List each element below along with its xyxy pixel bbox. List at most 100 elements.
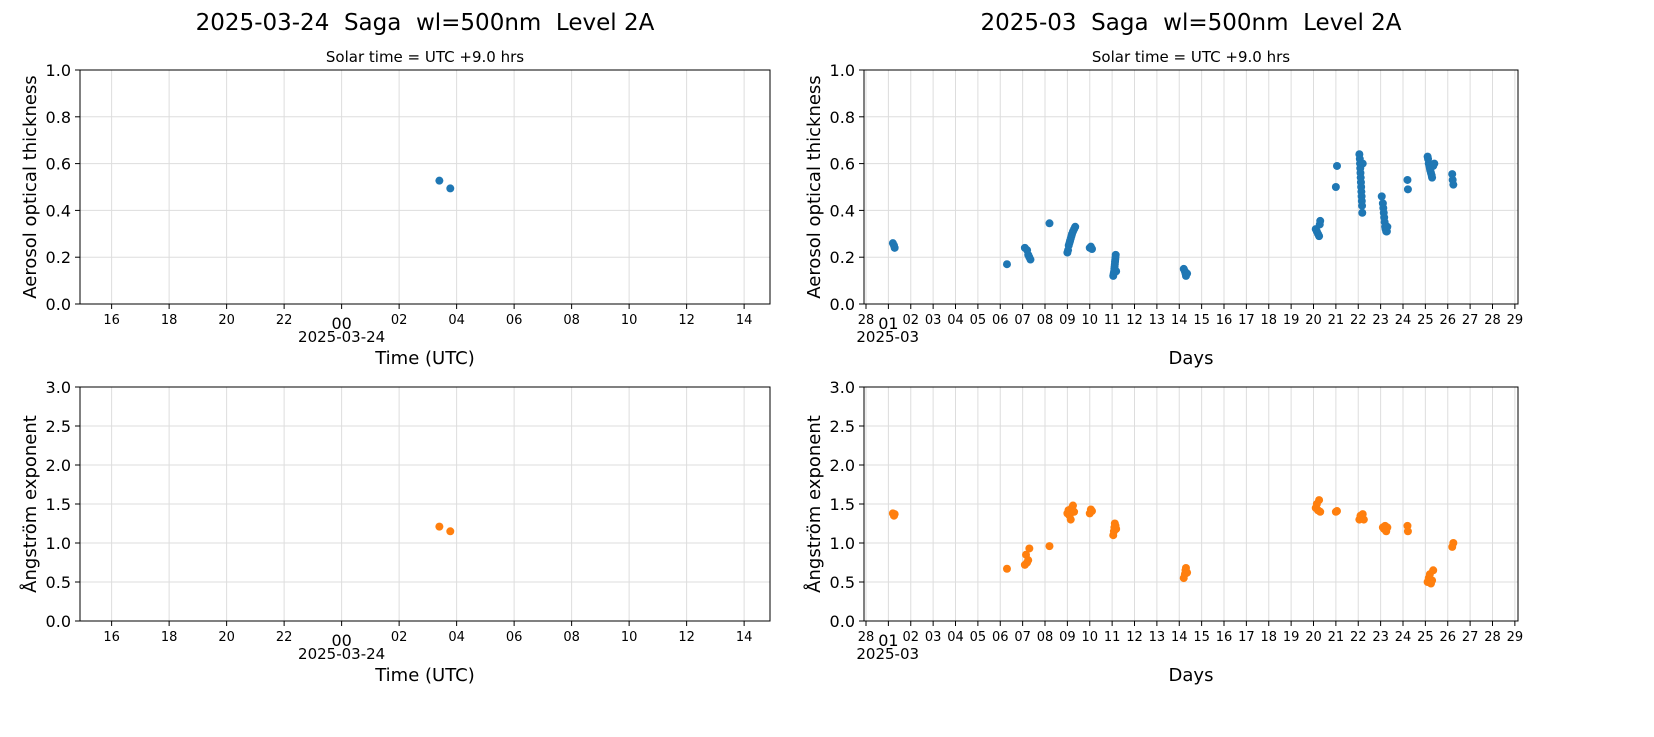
x-tick-label-0-3: 22 xyxy=(276,313,293,328)
x-tick-label-3-23: 23 xyxy=(1372,630,1389,645)
x-tick-label-3-3: 03 xyxy=(925,630,942,645)
data-point-1-2 xyxy=(890,243,899,252)
data-point-1-20 xyxy=(1071,222,1080,231)
plot-frame-0 xyxy=(79,69,771,305)
y-axis-label-1: Aerosol optical thickness xyxy=(804,75,825,298)
y-tick-label-3-5: 2.5 xyxy=(830,417,855,436)
data-point-3-16 xyxy=(1070,507,1079,516)
data-point-3-19 xyxy=(1087,507,1096,516)
x-tick-label-1-7: 07 xyxy=(1014,313,1031,328)
y-tick-label-2-2: 1.0 xyxy=(46,534,71,553)
x-tick-label-2-6: 04 xyxy=(448,630,465,645)
x-tick-label-1-26: 26 xyxy=(1439,313,1456,328)
x-tick-label-1-10: 10 xyxy=(1081,313,1098,328)
y-tick-label-3-0: 0.0 xyxy=(830,612,855,631)
y-tick-label-1-5: 1.0 xyxy=(830,61,855,80)
x-tick-label-1-5: 05 xyxy=(970,313,987,328)
y-tick-label-1-2: 0.4 xyxy=(830,201,855,220)
data-point-3-25 xyxy=(1112,524,1121,533)
y-tick-label-1-4: 0.8 xyxy=(830,108,855,127)
y-axis-label-3: Ångström exponent xyxy=(803,415,825,593)
x-tick-label-3-15: 15 xyxy=(1193,630,1210,645)
data-point-3-57 xyxy=(1449,539,1458,547)
x-tick-label-0-0: 16 xyxy=(103,313,120,328)
data-point-0-1 xyxy=(446,184,455,193)
x-tick-label-3-20: 20 xyxy=(1305,630,1322,645)
chart-subtitle-1: Solar time = UTC +9.0 hrs xyxy=(1092,48,1290,66)
data-point-1-33 xyxy=(1111,250,1120,259)
y-tick-label-2-4: 2.0 xyxy=(46,456,71,475)
data-point-3-35 xyxy=(1316,507,1325,516)
data-point-3-8 xyxy=(1025,544,1034,553)
data-point-1-74 xyxy=(1403,185,1412,194)
y-tick-label-0-1: 0.2 xyxy=(46,248,71,267)
x-tick-label-0-2: 20 xyxy=(218,313,235,328)
y-tick-label-3-2: 1.0 xyxy=(830,534,855,553)
y-tick-label-0-5: 1.0 xyxy=(46,61,71,80)
data-point-1-88 xyxy=(1449,180,1458,189)
x-tick-label-2-11: 14 xyxy=(736,630,753,645)
x-tick-label-1-28: 28 xyxy=(1484,313,1501,328)
x-tick-label-3-1: 01 xyxy=(878,631,898,650)
x-tick-label-2-7: 06 xyxy=(506,630,523,645)
data-point-1-60 xyxy=(1358,208,1367,217)
data-point-1-34 xyxy=(1112,267,1121,276)
x-tick-label-3-7: 07 xyxy=(1014,630,1031,645)
x-tick-label-1-21: 21 xyxy=(1328,313,1345,328)
x-tick-label-1-12: 12 xyxy=(1126,313,1143,328)
chart-subtitle-0: Solar time = UTC +9.0 hrs xyxy=(326,48,524,66)
data-point-3-42 xyxy=(1359,515,1368,524)
x-tick-label-2-8: 08 xyxy=(563,630,580,645)
data-point-3-13 xyxy=(1066,515,1075,524)
x-tick-label-2-3: 22 xyxy=(276,630,293,645)
y-tick-label-0-3: 0.6 xyxy=(46,155,71,174)
data-point-1-85 xyxy=(1430,159,1439,168)
x-tick-label-2-10: 12 xyxy=(678,630,695,645)
y-tick-label-0-0: 0.0 xyxy=(46,295,71,314)
x-tick-label-1-23: 23 xyxy=(1372,313,1389,328)
y-axis-label-0: Aerosol optical thickness xyxy=(20,75,41,298)
x-tick-label-3-6: 06 xyxy=(992,630,1009,645)
y-tick-label-0-4: 0.8 xyxy=(46,108,71,127)
x-tick-label-3-29: 29 xyxy=(1507,630,1524,645)
x-tick-label-1-18: 18 xyxy=(1260,313,1277,328)
data-point-3-15 xyxy=(1068,501,1077,510)
x-tick-label-1-15: 15 xyxy=(1193,313,1210,328)
data-point-1-86 xyxy=(1448,170,1457,179)
x-tick-label-1-6: 06 xyxy=(992,313,1009,328)
x-tick-label-2-4: 00 xyxy=(331,631,351,650)
data-point-1-61 xyxy=(1358,159,1367,168)
y-tick-label-2-3: 1.5 xyxy=(46,495,71,514)
y-tick-label-2-1: 0.5 xyxy=(46,573,71,592)
y-tick-label-3-1: 0.5 xyxy=(830,573,855,592)
x-tick-label-3-13: 13 xyxy=(1149,630,1166,645)
data-point-3-55 xyxy=(1429,566,1438,575)
x-tick-label-2-0: 16 xyxy=(103,630,120,645)
x-tick-label-2-1: 18 xyxy=(161,630,178,645)
x-tick-label-1-13: 13 xyxy=(1149,313,1166,328)
data-point-3-9 xyxy=(1045,542,1054,551)
y-tick-label-2-5: 2.5 xyxy=(46,417,71,436)
x-tick-label-0-8: 08 xyxy=(563,313,580,328)
y-tick-label-1-1: 0.2 xyxy=(830,248,855,267)
x-tick-label-3-19: 19 xyxy=(1283,630,1300,645)
data-point-1-73 xyxy=(1403,175,1412,184)
data-point-1-72 xyxy=(1383,222,1392,231)
data-point-1-59 xyxy=(1358,201,1367,210)
x-tick-label-1-1: 01 xyxy=(878,314,898,333)
x-tick-label-3-2: 02 xyxy=(902,630,919,645)
x-tick-label-3-27: 27 xyxy=(1462,630,1479,645)
x-tick-sublabel-2: 2025-03-24 xyxy=(298,645,385,663)
data-point-3-47 xyxy=(1383,523,1392,532)
x-tick-label-3-17: 17 xyxy=(1238,630,1255,645)
x-tick-label-3-26: 26 xyxy=(1439,630,1456,645)
x-tick-label-1-8: 08 xyxy=(1037,313,1054,328)
x-axis-label-2: Time (UTC) xyxy=(374,665,475,686)
data-point-3-54 xyxy=(1428,576,1437,585)
x-tick-label-1-4: 04 xyxy=(947,313,964,328)
data-point-3-37 xyxy=(1332,507,1341,516)
chart-title-left: 2025-03-24 Saga wl=500nm Level 2A xyxy=(195,10,655,36)
x-tick-label-1-27: 27 xyxy=(1462,313,1479,328)
x-tick-label-3-10: 10 xyxy=(1081,630,1098,645)
y-tick-label-3-3: 1.5 xyxy=(830,495,855,514)
